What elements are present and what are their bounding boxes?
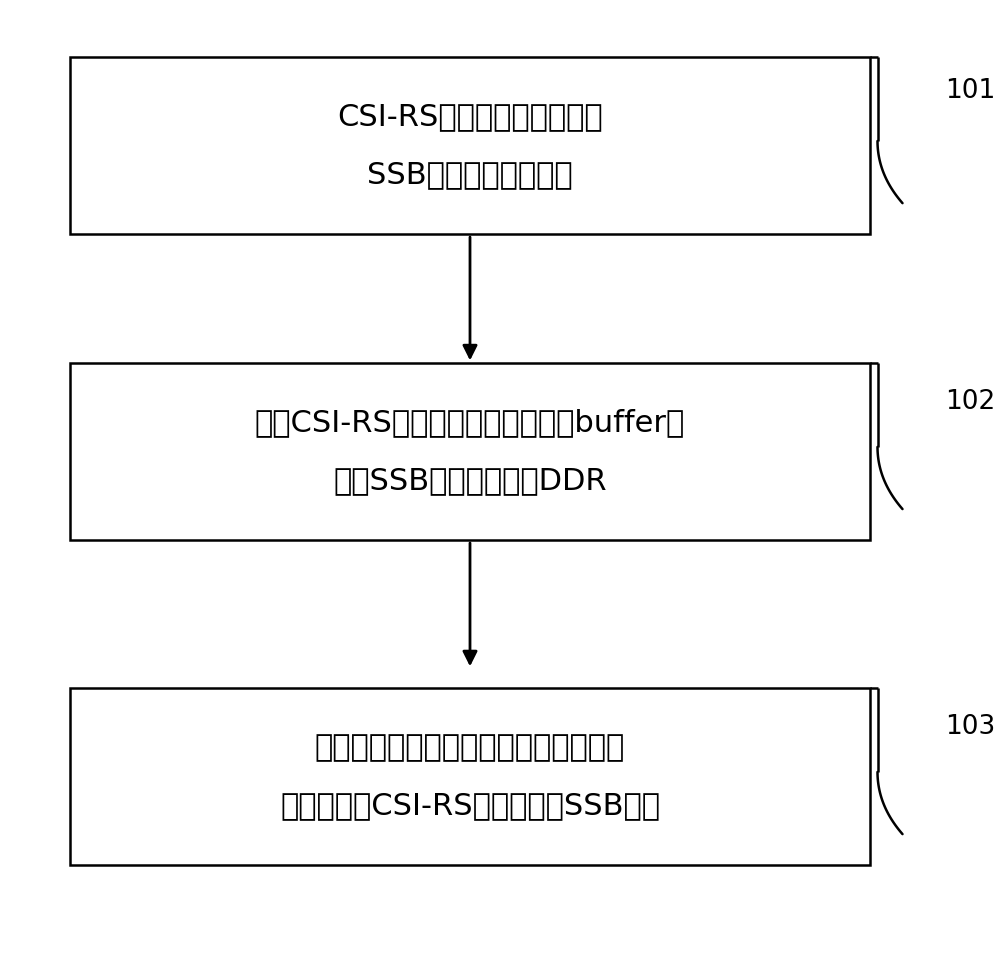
Text: 101: 101 [945,77,995,104]
FancyBboxPatch shape [70,688,870,865]
Text: 接收CSI-RS信号并缓存至硬件内部buffer，: 接收CSI-RS信号并缓存至硬件内部buffer， [255,408,685,438]
FancyBboxPatch shape [70,363,870,540]
Text: 接收SSB信号并缓存至DDR: 接收SSB信号并缓存至DDR [333,466,607,495]
Text: 103: 103 [945,713,995,740]
Text: CSI-RS测量数据接收配置及: CSI-RS测量数据接收配置及 [337,102,603,132]
Text: 根据设定的时间段分时驱动测量加速器: 根据设定的时间段分时驱动测量加速器 [315,733,625,763]
FancyBboxPatch shape [70,57,870,234]
Text: 以进行邻区CSI-RS测量和邻区SSB测量: 以进行邻区CSI-RS测量和邻区SSB测量 [280,791,660,820]
Text: 102: 102 [945,388,995,415]
Text: SSB测量数据接收配置: SSB测量数据接收配置 [367,160,573,189]
